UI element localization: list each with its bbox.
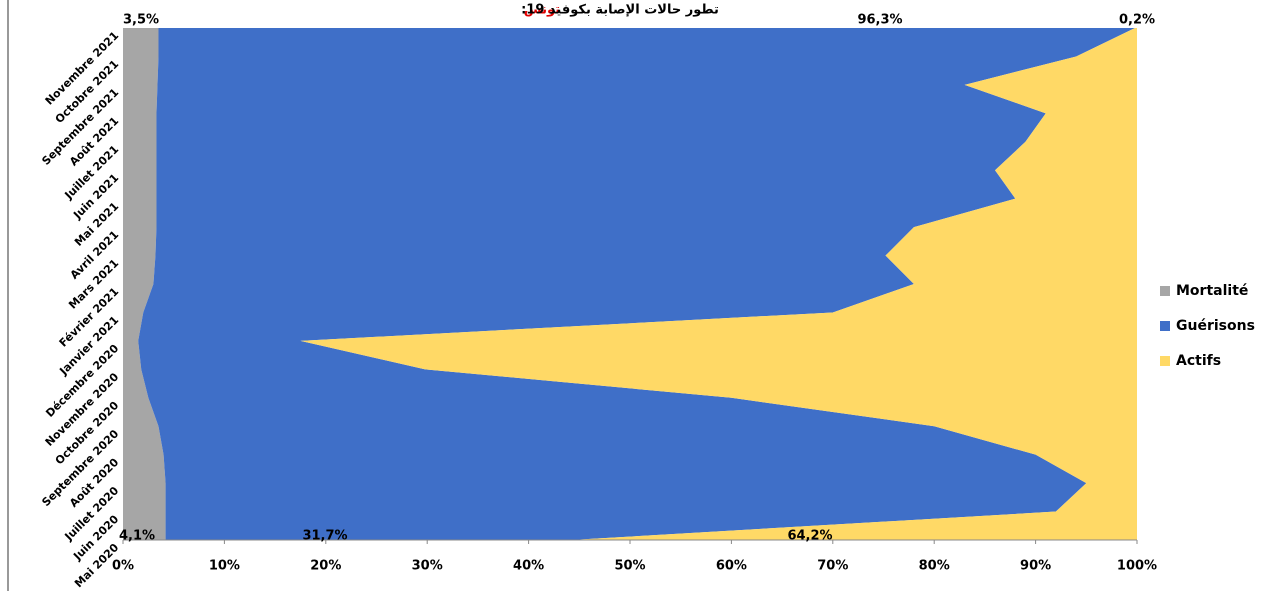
x-tick-label: 40%: [513, 559, 544, 574]
area-2: [300, 28, 1137, 540]
area-1: [138, 28, 1135, 540]
annotation-bottom: 4,1%: [119, 529, 155, 544]
chart-title: :تطور حالات الإصابة بكوفيد 19: [521, 3, 719, 18]
annotation-top: 3,5%: [123, 13, 159, 28]
area-0: [123, 28, 166, 540]
x-tick-label: 90%: [1020, 559, 1051, 574]
legend-swatch: [1160, 356, 1170, 366]
legend-swatch: [1160, 286, 1170, 296]
x-tick-label: 30%: [412, 559, 443, 574]
chart-title-country: تونس: [524, 3, 560, 18]
x-tick-label: 80%: [919, 559, 950, 574]
x-tick-label: 0%: [112, 559, 134, 574]
annotation-bottom: 31,7%: [302, 529, 347, 544]
x-tick-label: 60%: [716, 559, 747, 574]
legend-label: Actifs: [1176, 353, 1221, 369]
x-tick-label: 100%: [1117, 559, 1157, 574]
x-tick-label: 50%: [614, 559, 645, 574]
legend-label: Mortalité: [1176, 283, 1248, 299]
annotation-bottom: 64,2%: [787, 529, 832, 544]
legend-swatch: [1160, 321, 1170, 331]
annotation-top: 96,3%: [857, 13, 902, 28]
x-tick-label: 70%: [817, 559, 848, 574]
x-tick-label: 10%: [209, 559, 240, 574]
x-tick-label: 20%: [310, 559, 341, 574]
legend-label: Guérisons: [1176, 318, 1255, 334]
annotation-top: 0,2%: [1119, 13, 1155, 28]
